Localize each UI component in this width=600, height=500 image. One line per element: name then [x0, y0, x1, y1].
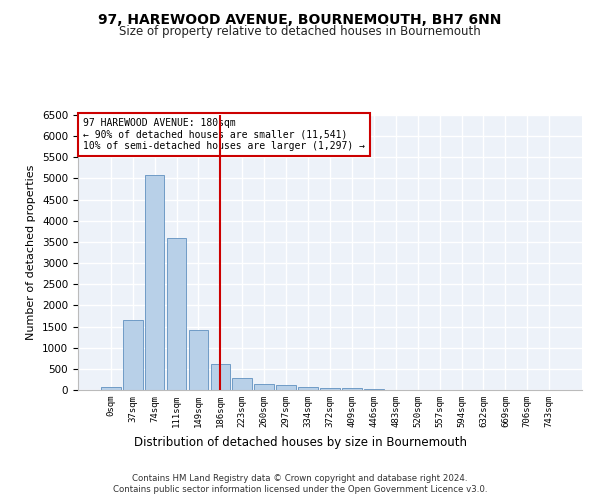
- Bar: [364, 388, 384, 390]
- Text: Contains HM Land Registry data © Crown copyright and database right 2024.: Contains HM Land Registry data © Crown c…: [132, 474, 468, 483]
- Bar: [211, 364, 230, 390]
- Bar: [276, 386, 296, 390]
- Bar: [254, 384, 274, 390]
- Bar: [298, 386, 318, 390]
- Bar: [167, 238, 187, 390]
- Bar: [188, 330, 208, 390]
- Bar: [342, 388, 362, 390]
- Bar: [123, 320, 143, 390]
- Bar: [320, 388, 340, 390]
- Text: Distribution of detached houses by size in Bournemouth: Distribution of detached houses by size …: [133, 436, 467, 449]
- Text: Contains public sector information licensed under the Open Government Licence v3: Contains public sector information licen…: [113, 485, 487, 494]
- Bar: [145, 175, 164, 390]
- Y-axis label: Number of detached properties: Number of detached properties: [26, 165, 37, 340]
- Bar: [101, 387, 121, 390]
- Bar: [232, 378, 252, 390]
- Text: 97 HAREWOOD AVENUE: 180sqm
← 90% of detached houses are smaller (11,541)
10% of : 97 HAREWOOD AVENUE: 180sqm ← 90% of deta…: [83, 118, 365, 151]
- Text: 97, HAREWOOD AVENUE, BOURNEMOUTH, BH7 6NN: 97, HAREWOOD AVENUE, BOURNEMOUTH, BH7 6N…: [98, 12, 502, 26]
- Text: Size of property relative to detached houses in Bournemouth: Size of property relative to detached ho…: [119, 25, 481, 38]
